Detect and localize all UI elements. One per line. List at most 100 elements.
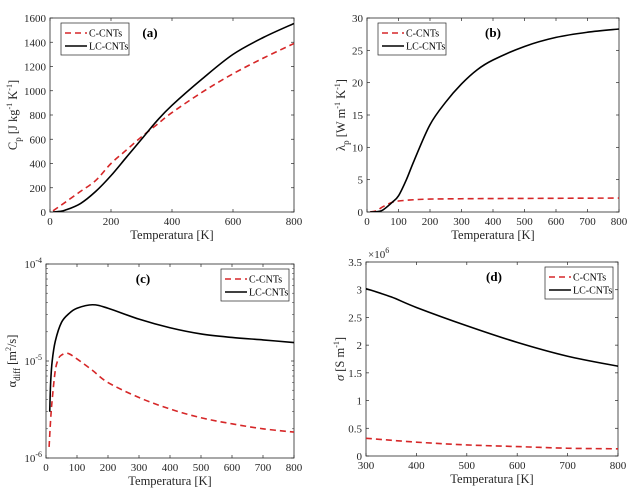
x-tick-label: 600 bbox=[225, 216, 242, 228]
y-axis-label-part: -1 bbox=[333, 83, 342, 90]
y-axis-label-part: C bbox=[6, 142, 20, 150]
legend-box bbox=[60, 22, 130, 56]
subplot-d: 300 400 500 600 700 800 0 0.5 1 1.5 2 2.5 3 3.5 ×106 Te… bbox=[332, 246, 627, 486]
legend-label: LC-CNTs bbox=[573, 286, 612, 297]
y-tick-label: 200 bbox=[30, 183, 47, 195]
x-tick-label: 700 bbox=[579, 216, 596, 228]
y-tick-label: 400 bbox=[30, 159, 47, 171]
y-axis-label-part: ] bbox=[333, 337, 347, 341]
y-tick-label: 0 bbox=[41, 207, 47, 219]
legend-box bbox=[544, 266, 614, 300]
legend-label: C-CNTs bbox=[406, 29, 439, 40]
y-axis-label-part: -1 bbox=[332, 341, 341, 348]
y-axis-label-part: [S m bbox=[333, 348, 347, 375]
y-tick-label: 600 bbox=[30, 134, 47, 146]
series-line-lc-cnts bbox=[370, 28, 619, 212]
subplot-a: 0 200 400 600 800 0 200 400 600 800 1000 1200 1400 16… bbox=[5, 13, 303, 242]
y-axis-label: Cp [J kg-1 K-1] bbox=[5, 80, 23, 150]
x-tick-label: 800 bbox=[611, 216, 628, 228]
x-tick-label: 300 bbox=[131, 462, 148, 474]
y-axis-label-part: 2 bbox=[4, 347, 13, 351]
y-exponent-base: ×10 bbox=[368, 249, 386, 261]
x-tick-label: 500 bbox=[516, 216, 533, 228]
legend: C-CNTs LC-CNTs bbox=[377, 22, 447, 56]
y-axis-label: αdiff [m2/s] bbox=[4, 335, 22, 388]
x-tick-label: 600 bbox=[509, 460, 526, 472]
panel-label: (d) bbox=[486, 269, 502, 284]
y-axis-label-part: λ bbox=[334, 145, 348, 151]
y-axis-label-part: σ bbox=[333, 374, 347, 381]
y-tick-label: 3 bbox=[357, 285, 363, 297]
y-tick-label: 0 bbox=[358, 207, 364, 219]
y-tick-label: 2.5 bbox=[348, 312, 362, 324]
x-tick-label: 100 bbox=[390, 216, 407, 228]
x-tick-label: 200 bbox=[103, 216, 120, 228]
x-tick-label: 500 bbox=[193, 462, 210, 474]
y-axis-label-part: p bbox=[341, 140, 351, 145]
y-axis-label-part: ] bbox=[334, 79, 348, 83]
y-tick-label: 10-4 bbox=[24, 256, 42, 271]
y-tick-label: 1000 bbox=[24, 86, 47, 98]
legend: C-CNTs LC-CNTs bbox=[60, 22, 130, 56]
series-line-c-cnts bbox=[48, 352, 294, 447]
x-tick-label: 400 bbox=[164, 216, 181, 228]
y-tick-label: 1 bbox=[357, 396, 363, 408]
legend: C-CNTs LC-CNTs bbox=[220, 268, 290, 302]
y-tick-base: 10 bbox=[24, 356, 36, 368]
y-tick-label: 800 bbox=[30, 110, 47, 122]
subplot-b: 0 100 200 300 400 500 600 700 800 0 5 10 15 20 25 30 Tem… bbox=[333, 13, 628, 242]
x-tick-label: 500 bbox=[459, 460, 476, 472]
y-axis-label-part: [m bbox=[5, 351, 19, 368]
y-tick-exponent: -6 bbox=[35, 450, 42, 459]
y-axis-label-part: K bbox=[334, 90, 348, 102]
y-tick-label: 0.5 bbox=[348, 423, 362, 435]
x-tick-label: 400 bbox=[485, 216, 502, 228]
panel-label: (c) bbox=[136, 271, 150, 286]
y-axis-label-part: -1 bbox=[5, 103, 14, 110]
x-axis-label: Temperatura [K] bbox=[130, 228, 213, 242]
y-tick-label: 2 bbox=[357, 340, 363, 352]
x-tick-label: 200 bbox=[100, 462, 117, 474]
series-line-lc-cnts bbox=[48, 303, 294, 412]
y-tick-base: 10 bbox=[24, 453, 36, 465]
legend: C-CNTs LC-CNTs bbox=[544, 266, 614, 300]
y-axis-label-part: diff bbox=[12, 368, 22, 381]
panel-label: (b) bbox=[485, 25, 501, 40]
x-tick-label: 400 bbox=[408, 460, 425, 472]
legend-box bbox=[377, 22, 447, 56]
legend-label: C-CNTs bbox=[573, 273, 606, 284]
y-tick-label: 20 bbox=[352, 78, 364, 90]
y-tick-label: 25 bbox=[352, 45, 364, 57]
legend-box bbox=[220, 268, 290, 302]
x-tick-label: 800 bbox=[286, 462, 303, 474]
x-tick-label: 400 bbox=[162, 462, 179, 474]
x-tick-label: 0 bbox=[43, 462, 49, 474]
y-tick-label: 1200 bbox=[24, 62, 47, 74]
series-line-lc-cnts bbox=[366, 287, 618, 367]
x-tick-label: 600 bbox=[548, 216, 565, 228]
x-tick-label: 100 bbox=[69, 462, 86, 474]
x-tick-label: 700 bbox=[559, 460, 576, 472]
x-tick-label: 0 bbox=[364, 216, 370, 228]
y-tick-label: 30 bbox=[352, 13, 364, 25]
y-axis-label-part: K bbox=[6, 91, 20, 103]
y-tick-label: 10-5 bbox=[24, 353, 42, 368]
y-tick-label: 3.5 bbox=[348, 257, 362, 269]
y-tick-label: 5 bbox=[358, 175, 364, 187]
y-tick-exponent: -5 bbox=[35, 353, 42, 362]
y-axis-label-part: ] bbox=[6, 80, 20, 84]
y-tick-base: 10 bbox=[24, 259, 36, 271]
y-exponent-power: 6 bbox=[385, 246, 389, 255]
x-tick-label: 300 bbox=[358, 460, 375, 472]
legend-label: LC-CNTs bbox=[406, 42, 445, 53]
x-axis-label: Temperatura [K] bbox=[451, 228, 534, 242]
x-tick-label: 0 bbox=[47, 216, 53, 228]
y-axis-label-part: [J kg bbox=[6, 109, 20, 138]
x-tick-label: 600 bbox=[224, 462, 241, 474]
x-tick-label: 800 bbox=[610, 460, 627, 472]
y-axis-label: σ [S m-1] bbox=[332, 337, 347, 381]
y-tick-label: 1600 bbox=[24, 13, 47, 25]
x-tick-label: 700 bbox=[255, 462, 272, 474]
x-axis-label: Temperatura [K] bbox=[450, 472, 533, 486]
